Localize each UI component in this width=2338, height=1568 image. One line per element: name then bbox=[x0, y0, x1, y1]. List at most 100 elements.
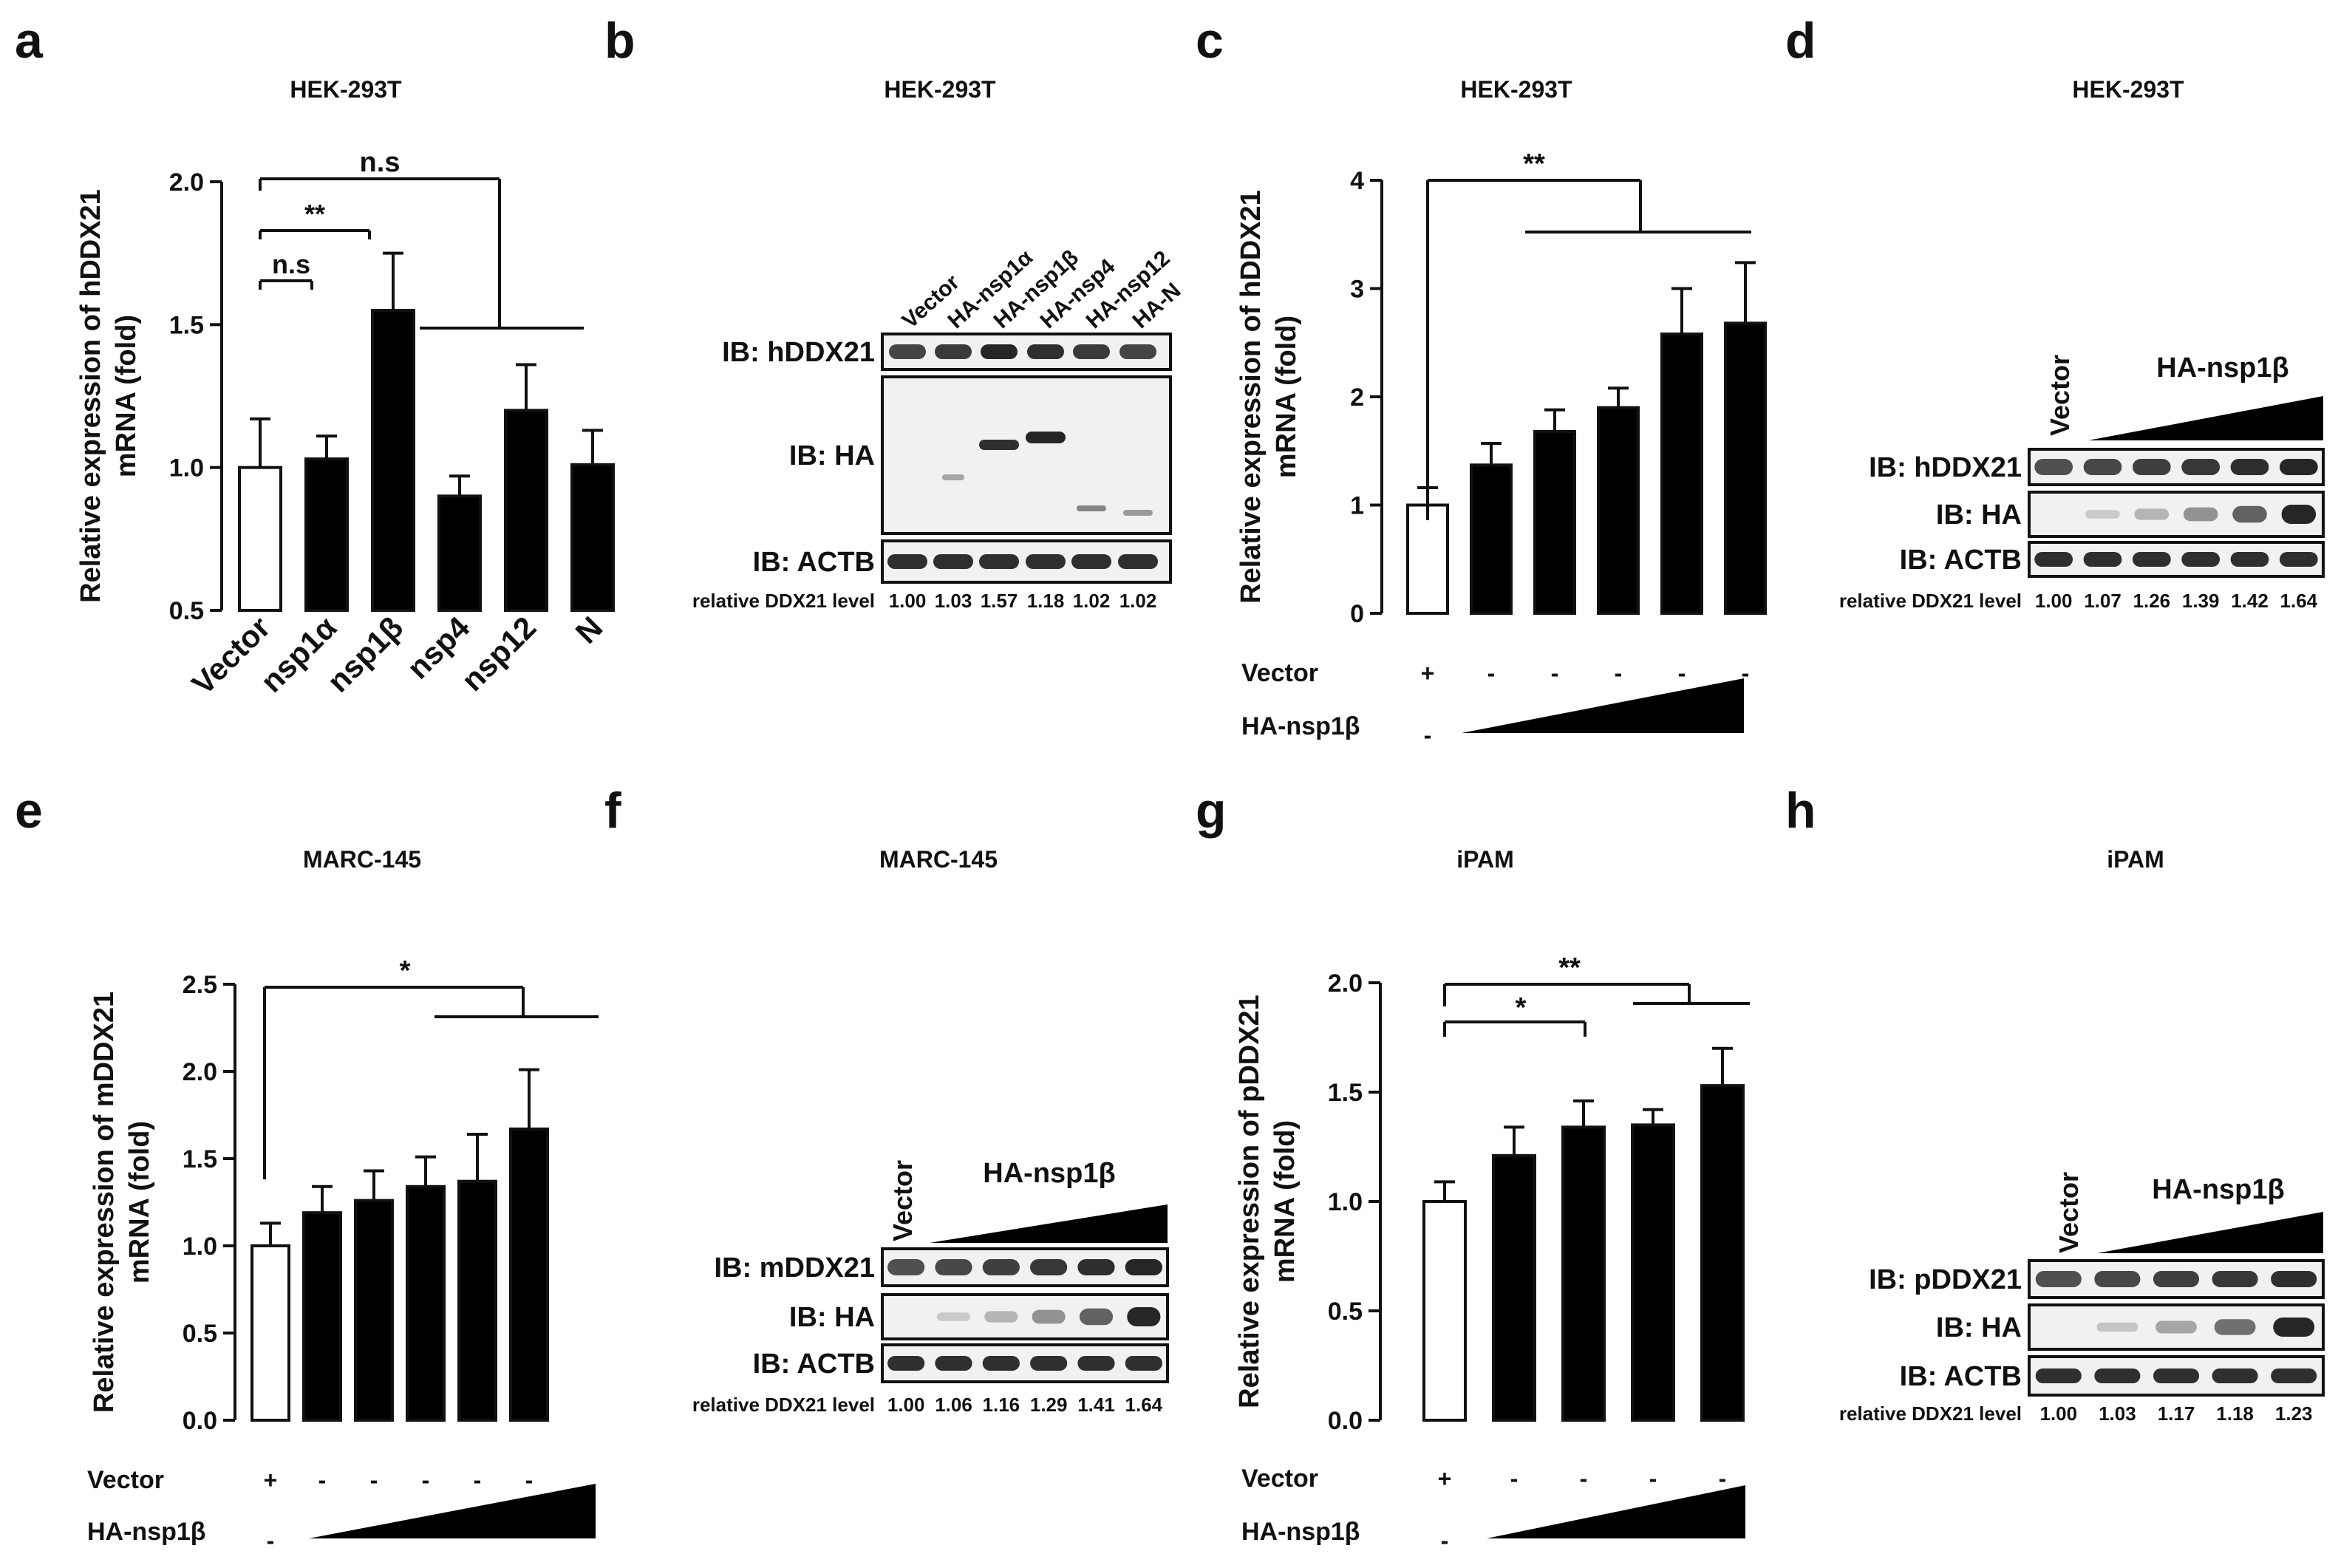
x-tick-label: nsp1β bbox=[321, 610, 410, 699]
blot-row-label: IB: hDDX21 bbox=[1869, 452, 2022, 483]
y-tick-label: 1.5 bbox=[1328, 1079, 1363, 1107]
bar bbox=[1422, 1200, 1467, 1422]
blot-band bbox=[1027, 344, 1064, 359]
blot-band bbox=[935, 1259, 972, 1275]
blot-band bbox=[1073, 344, 1110, 359]
y-tick-label: 1.0 bbox=[1328, 1188, 1363, 1216]
blot-row-box bbox=[2028, 448, 2325, 486]
blot-band bbox=[2034, 552, 2073, 567]
lane-label-vector: Vector bbox=[2045, 355, 2075, 436]
blot-panel-d: Vector HA-nsp1β IB: hDDX21 IB: HA IB: ACTB re… bbox=[1839, 352, 2325, 612]
blot-panel-h: Vector HA-nsp1β IB: pDDX21 IB: HA IB: ACTB re… bbox=[1839, 1172, 2325, 1425]
blot-band bbox=[2230, 552, 2269, 567]
blot-band bbox=[2279, 552, 2318, 567]
blot-row-label: IB: HA bbox=[1936, 1312, 2022, 1343]
blot-band bbox=[2181, 459, 2221, 475]
panel-letter-a: a bbox=[15, 13, 44, 69]
blot-band bbox=[982, 1259, 1020, 1275]
blot-band bbox=[887, 554, 927, 569]
blot-band bbox=[2094, 1368, 2141, 1383]
bar bbox=[1724, 321, 1767, 615]
vector-sign: + bbox=[264, 1467, 278, 1493]
vector-sign: - bbox=[370, 1467, 378, 1493]
y-tick-label: 1.0 bbox=[169, 454, 204, 483]
bar bbox=[504, 409, 548, 612]
blot-row-label: IB: HA bbox=[789, 440, 875, 471]
panel-letter-g: g bbox=[1196, 783, 1227, 839]
y-tick-label: 2.0 bbox=[183, 1058, 217, 1086]
bar bbox=[1533, 429, 1576, 615]
relative-level-value: 1.00 bbox=[2035, 590, 2073, 612]
panel-letter-b: b bbox=[604, 13, 635, 69]
gradient-label: HA-nsp1β bbox=[2156, 352, 2288, 384]
y-tick-label: 2 bbox=[1350, 384, 1364, 412]
relative-level-value: 1.06 bbox=[935, 1394, 972, 1416]
bar bbox=[371, 309, 415, 612]
relative-level-label: relative DDX21 level bbox=[1839, 590, 2022, 612]
dose-gradient-wedge bbox=[1487, 1485, 1745, 1538]
panel-title-c: HEK-293T bbox=[1460, 76, 1572, 103]
blot-band bbox=[2212, 1271, 2258, 1287]
vector-sign: + bbox=[1421, 660, 1435, 686]
relative-level-value: 1.03 bbox=[2099, 1402, 2136, 1425]
y-tick-label: 0.5 bbox=[169, 597, 204, 625]
blot-band bbox=[979, 440, 1019, 450]
bar bbox=[1492, 1153, 1536, 1422]
blot-band bbox=[2214, 1319, 2256, 1335]
panel-letter-f: f bbox=[604, 783, 621, 839]
nsp-sign: - bbox=[1424, 722, 1432, 749]
dose-gradient-wedge bbox=[2097, 1212, 2323, 1253]
blot-band bbox=[1077, 1356, 1115, 1371]
blot-row-label: IB: HA bbox=[1936, 500, 2022, 531]
y-tick-label: 1.5 bbox=[183, 1145, 217, 1173]
blot-band bbox=[1026, 554, 1066, 569]
bar bbox=[1597, 406, 1640, 616]
blot-row-label: IB: mDDX21 bbox=[715, 1252, 876, 1284]
row-label-vector: Vector bbox=[87, 1466, 164, 1494]
blot-band bbox=[889, 344, 926, 359]
panel-title-a: HEK-293T bbox=[290, 76, 402, 103]
lane-label-vector: Vector bbox=[2054, 1172, 2084, 1253]
panel-title-e: MARC-145 bbox=[303, 846, 421, 873]
x-tick-label: N bbox=[569, 610, 610, 650]
blot-band bbox=[2132, 459, 2171, 475]
blot-band bbox=[1030, 1259, 1068, 1275]
blot-band bbox=[2096, 1322, 2138, 1332]
blot-band bbox=[887, 1356, 925, 1371]
relative-level-value: 1.18 bbox=[1027, 590, 1065, 612]
blot-band bbox=[2212, 1368, 2258, 1383]
blot-band bbox=[2035, 1368, 2082, 1383]
vector-sign: - bbox=[1649, 1465, 1657, 1492]
relative-level-value: 1.00 bbox=[887, 1394, 925, 1416]
y-tick-label: 2.5 bbox=[183, 971, 217, 999]
blot-band bbox=[1032, 1309, 1066, 1324]
blot-band bbox=[981, 344, 1018, 359]
y-axis-label: Relative expression of hDDX21 bbox=[75, 189, 106, 603]
blot-band bbox=[982, 1356, 1020, 1371]
y-tick-label: 0.5 bbox=[1328, 1298, 1363, 1326]
relative-level-value: 1.03 bbox=[935, 590, 972, 612]
relative-level-value: 1.00 bbox=[2039, 1402, 2077, 1425]
blot-band bbox=[1026, 432, 1066, 443]
blot-band bbox=[1079, 1308, 1114, 1326]
blot-band bbox=[984, 1311, 1018, 1323]
blot-row-box bbox=[2028, 491, 2325, 538]
gradient-label: HA-nsp1β bbox=[2152, 1174, 2284, 1205]
blot-band bbox=[2183, 507, 2218, 522]
blot-band bbox=[942, 474, 964, 480]
relative-level-value: 1.64 bbox=[2280, 590, 2318, 612]
blot-band bbox=[1119, 344, 1156, 359]
blot-band bbox=[2153, 1368, 2200, 1383]
blot-band bbox=[2271, 1368, 2317, 1383]
y-axis-label: Relative expression of mDDX21 bbox=[89, 992, 120, 1413]
blot-band bbox=[1077, 505, 1106, 511]
y-tick-label: 0 bbox=[1350, 600, 1364, 628]
bar bbox=[354, 1199, 394, 1422]
vector-sign: - bbox=[525, 1467, 534, 1493]
blot-band bbox=[979, 554, 1019, 569]
bar-chart-a: 0.5 1.0 1.5 2.0 Relative expression of hDDX2… bbox=[75, 147, 615, 701]
blot-row-label: IB: ACTB bbox=[753, 547, 875, 578]
dose-gradient-wedge bbox=[930, 1204, 1168, 1243]
blot-band bbox=[935, 1356, 972, 1371]
